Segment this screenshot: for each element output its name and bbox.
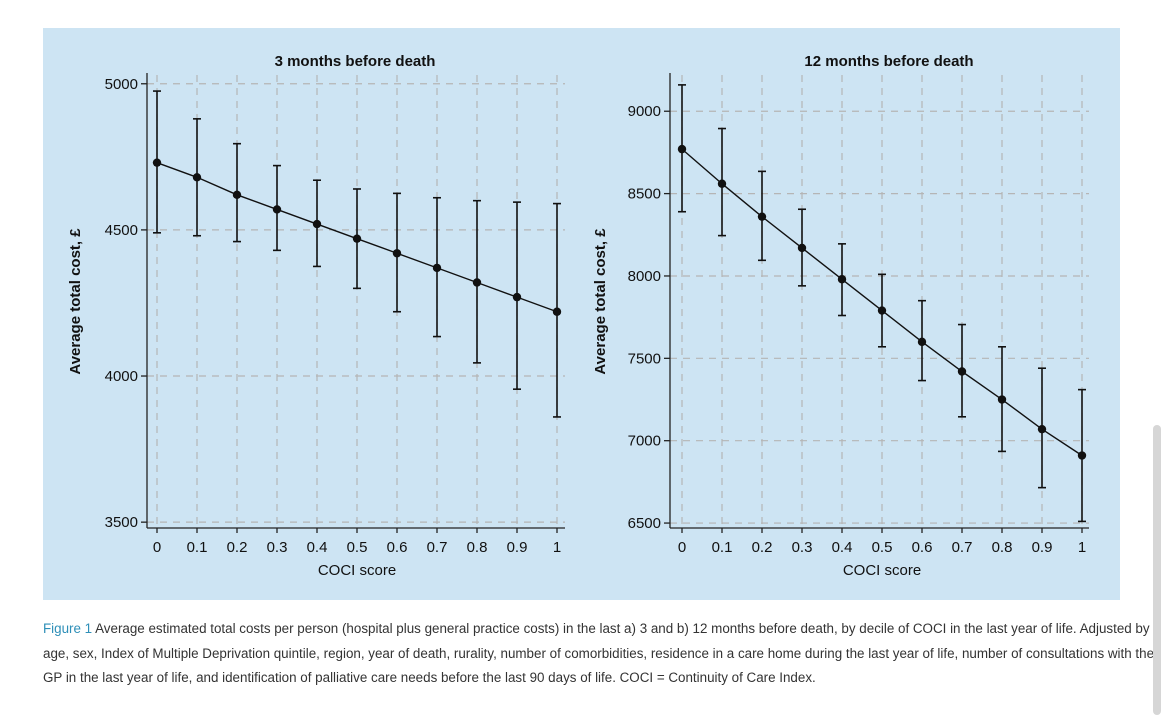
chart-12m-x-tick-label-7: 0.7 [952,539,973,556]
chart-12m-y-label: Average total cost, £ [592,228,609,375]
figure-caption: Figure 1 Average estimated total costs p… [43,617,1163,691]
chart-12m-x-label: COCI score [843,562,921,579]
chart-3m-x-tick-label-9: 0.9 [507,539,528,556]
chart-12m-y-tick-label-0: 6500 [628,515,661,532]
chart-12m-y-tick-label-1: 7000 [628,433,661,450]
chart-3m-x-label: COCI score [318,562,396,579]
chart-3m-title: 3 months before death [275,53,436,70]
chart-3m-x-tick-label-7: 0.7 [427,539,448,556]
figure-panel: 3500 4000 4500 5000 0 0.1 0.2 0.3 0.4 0.5 0.6 0.7 0.… [43,28,1120,600]
chart-12m-point-6 [917,337,927,347]
chart-12m-x-tick-label-2: 0.2 [752,539,773,556]
figure-charts: 3500 4000 4500 5000 0 0.1 0.2 0.3 0.4 0.5 0.6 0.7 0.… [67,53,1089,579]
chart-12m-x-tick-label-4: 0.4 [832,539,853,556]
chart-3m-point-3 [272,205,282,214]
chart-12m-point-2 [757,212,767,221]
chart-3m-x-tick-label-5: 0.5 [347,539,368,556]
chart-3m-y-tick-label-0: 3500 [105,514,138,531]
chart-12m-point-0 [677,144,687,154]
chart-12m-y-tick-label-4: 8500 [628,186,661,203]
chart-12m-x-tick-label-9: 0.9 [1032,539,1053,556]
chart-3m-point-9 [512,292,522,302]
chart-3m-point-2 [232,190,242,200]
chart-12m-y-tick-label-3: 8000 [628,268,661,285]
chart-12m-x-tick-label-5: 0.5 [872,539,893,556]
chart-12m-point-1 [717,179,727,188]
chart-3m-x-tick-label-10: 1 [553,539,561,556]
chart-3m-y-label: Average total cost, £ [67,228,84,375]
chart-12m-x-tick-label-6: 0.6 [912,539,933,556]
chart-3m-point-6 [392,249,402,258]
chart-3m-x-tick-label-1: 0.1 [187,539,208,556]
chart-3m-x-tick-label-3: 0.3 [267,539,288,556]
chart-3m-point-10 [552,307,562,316]
chart-3m-point-5 [352,234,362,243]
chart-3m-point-0 [152,158,162,167]
chart-3m-y-tick-label-2: 4500 [105,222,138,239]
chart-3m-x-tick-label-4: 0.4 [307,539,328,556]
chart-12m-x-tick-label-8: 0.8 [992,539,1013,556]
chart-12m-x-tick-label-0: 0 [678,539,686,556]
chart-12m-point-7 [957,367,967,376]
chart-12m-title: 12 months before death [804,53,973,70]
chart-3m-point-4 [312,219,322,229]
chart-12m-point-5 [877,306,887,315]
chart-12m-point-10 [1077,451,1087,460]
chart-12m-y-tick-label-2: 7500 [628,350,661,367]
chart-12m-point-4 [837,275,847,284]
chart-12m-point-3 [797,243,807,253]
chart-12m-x-tick-label-3: 0.3 [792,539,813,556]
chart-12m-x-tick-label-10: 1 [1078,539,1086,556]
chart-3m-x-tick-label-0: 0 [153,539,161,556]
caption-text: Average estimated total costs per person… [43,621,1155,685]
scrollbar-thumb[interactable] [1153,425,1161,715]
chart-3m-point-8 [472,278,482,287]
chart-12m-point-8 [997,395,1007,404]
chart-3m-y-tick-label-3: 5000 [105,76,138,93]
chart-12m-point-9 [1037,424,1047,434]
chart-3m-x-tick-label-8: 0.8 [467,539,488,556]
chart-3m-x-tick-label-2: 0.2 [227,539,248,556]
chart-3m-point-7 [432,263,442,273]
chart-3m-y-tick-label-1: 4000 [105,368,138,385]
chart-3m-point-1 [192,173,202,182]
chart-3m-x-tick-label-6: 0.6 [387,539,408,556]
chart-12m-x-tick-label-1: 0.1 [712,539,733,556]
caption-label: Figure 1 [43,621,93,636]
chart-12m-y-tick-label-5: 9000 [628,103,661,120]
